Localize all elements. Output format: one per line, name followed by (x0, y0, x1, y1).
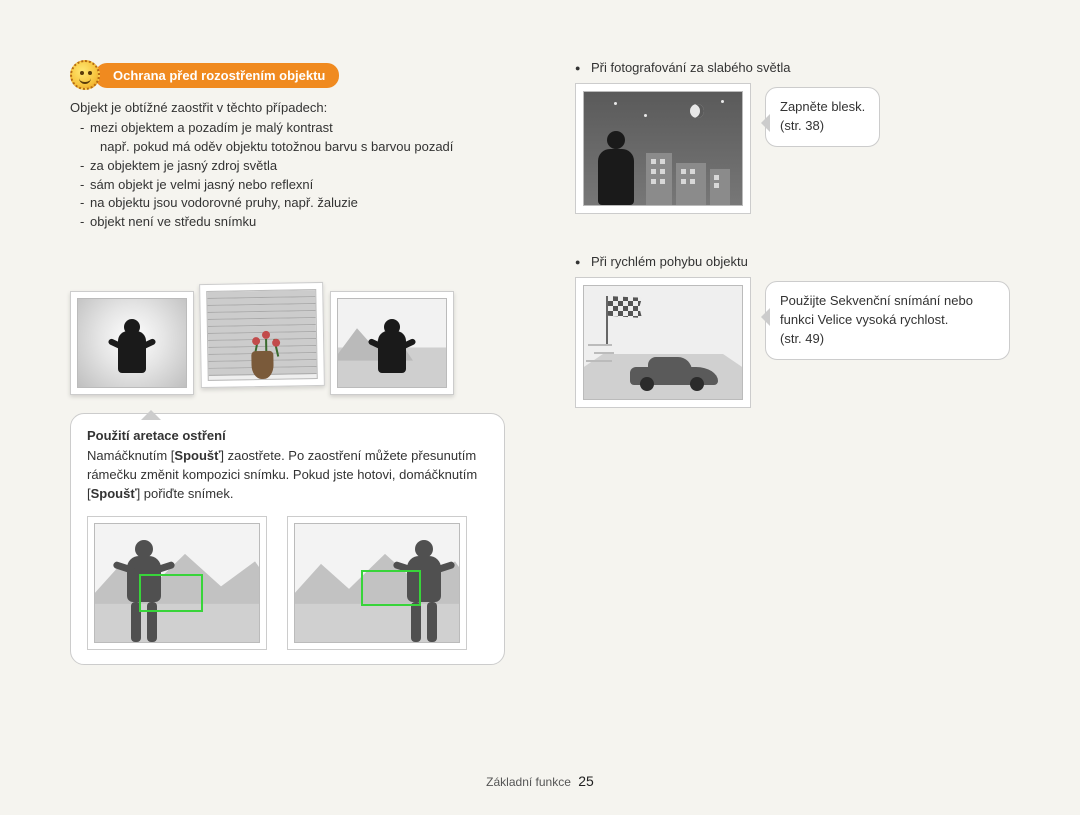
demo-recomposed (287, 516, 467, 650)
difficulty-list: mezi objektem a pozadím je malý kontrast… (70, 119, 505, 232)
list-item: sám objekt je velmi jasný nebo reflexní (80, 176, 505, 195)
page-footer: Základní funkce 25 (0, 773, 1080, 789)
tip-motion-label: Při rychlém pohybu objektu (575, 254, 1010, 269)
moon-icon (690, 104, 704, 118)
focus-frame (139, 574, 203, 612)
smiley-sun-icon (70, 60, 100, 90)
tip-lowlight-callout: Zapněte blesk. (str. 38) (765, 87, 880, 147)
list-item: na objektu jsou vodorovné pruhy, např. ž… (80, 194, 505, 213)
car-icon (630, 367, 718, 385)
footer-section: Základní funkce (486, 775, 571, 789)
section-title: Ochrana před rozostřením objektu (95, 63, 339, 88)
focus-lock-callout: Použití aretace ostření Namáčknutím [Spo… (70, 413, 505, 665)
section-header: Ochrana před rozostřením objektu (70, 60, 505, 90)
demo-centered (87, 516, 267, 650)
focus-frame (361, 570, 421, 606)
tip-motion-callout: Použijte Sekvenční snímání nebo funkci V… (765, 281, 1010, 360)
tip-lowlight-label: Při fotografování za slabého světla (575, 60, 1010, 75)
thumb-blinds (199, 282, 325, 388)
thumb-offcenter (330, 291, 454, 395)
intro-text: Objekt je obtížné zaostřit v těchto příp… (70, 100, 505, 115)
thumb-race (575, 277, 751, 408)
callout-title: Použití aretace ostření (87, 428, 488, 443)
example-thumbnails (70, 250, 505, 395)
checkered-flag-icon (606, 296, 608, 346)
thumb-night (575, 83, 751, 214)
callout-body: Namáčknutím [Spoušť] zaostřete. Po zaost… (87, 447, 488, 504)
list-item: mezi objektem a pozadím je malý kontrast… (80, 119, 505, 157)
list-item: za objektem je jasný zdroj světla (80, 157, 505, 176)
list-item-sub: např. pokud má oděv objektu totožnou bar… (90, 138, 505, 157)
list-item: objekt není ve středu snímku (80, 213, 505, 232)
thumb-backlight (70, 291, 194, 395)
page-number: 25 (578, 773, 594, 789)
